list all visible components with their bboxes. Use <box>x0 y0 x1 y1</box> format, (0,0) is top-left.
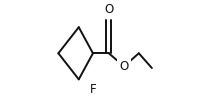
Text: F: F <box>90 83 96 96</box>
Text: O: O <box>120 60 129 73</box>
Text: O: O <box>104 3 113 16</box>
